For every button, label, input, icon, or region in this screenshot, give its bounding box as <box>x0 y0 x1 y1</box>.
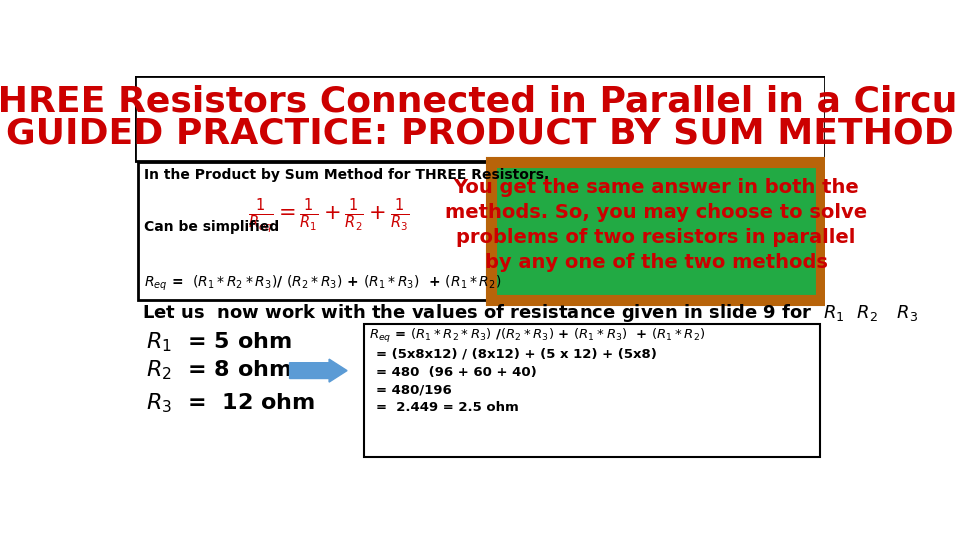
Bar <box>491 162 822 300</box>
Text: Let us  now work with the values of resistance given in slide 9 for  $R_1$  $R_2: Let us now work with the values of resis… <box>142 302 919 324</box>
Text: problems of two resistors in parallel: problems of two resistors in parallel <box>456 228 855 247</box>
Text: = 480  (96 + 60 + 40): = 480 (96 + 60 + 40) <box>375 366 537 379</box>
Text: Can be simplified: Can be simplified <box>144 220 278 234</box>
Text: $R_3$  =  12 ohm: $R_3$ = 12 ohm <box>146 391 315 415</box>
Text: You get the same answer in both the: You get the same answer in both the <box>453 178 859 197</box>
FancyArrow shape <box>290 359 348 382</box>
Bar <box>364 324 820 457</box>
Text: GUIDED PRACTICE: PRODUCT BY SUM METHOD: GUIDED PRACTICE: PRODUCT BY SUM METHOD <box>6 117 954 151</box>
Text: = 480/196: = 480/196 <box>375 383 451 396</box>
Text: $R_1$  = 5 ohm: $R_1$ = 5 ohm <box>146 330 292 354</box>
Text: $R_2$  = 8 ohm: $R_2$ = 8 ohm <box>146 359 292 382</box>
Text: $\frac{1}{R_{eq}} = \frac{1}{R_1} + \frac{1}{R_2} + \frac{1}{R_3}$: $\frac{1}{R_{eq}} = \frac{1}{R_1} + \fra… <box>249 197 410 235</box>
Text: =  2.449 = 2.5 ohm: = 2.449 = 2.5 ohm <box>375 401 518 415</box>
Text: = (5x8x12) / (8x12) + (5 x 12) + (5x8): = (5x8x12) / (8x12) + (5 x 12) + (5x8) <box>375 348 657 361</box>
Text: In the Product by Sum Method for THREE Resistors,: In the Product by Sum Method for THREE R… <box>144 168 549 182</box>
Text: methods. So, you may choose to solve: methods. So, you may choose to solve <box>445 203 867 222</box>
Text: by any one of the two methods: by any one of the two methods <box>485 253 828 272</box>
Text: $R_{eq}$ =  $(R_1 * R_2 * R_3)$/ $(R_2 * R_3)$ + $(R_1 * R_3)$  + $(R_1 * R_2)$: $R_{eq}$ = $(R_1 * R_2 * R_3)$/ $(R_2 * … <box>144 273 501 293</box>
Bar <box>135 76 825 161</box>
Text: $R_{eq}$ = $(R_1 * R_2 * R_3)$ /$(R_2 * R_3)$ + $(R_1 * R_3)$  + $(R_1 * R_2)$: $R_{eq}$ = $(R_1 * R_2 * R_3)$ /$(R_2 * … <box>369 327 705 345</box>
Bar <box>138 162 487 300</box>
Text: THREE Resistors Connected in Parallel in a Circuit: THREE Resistors Connected in Parallel in… <box>0 84 960 118</box>
